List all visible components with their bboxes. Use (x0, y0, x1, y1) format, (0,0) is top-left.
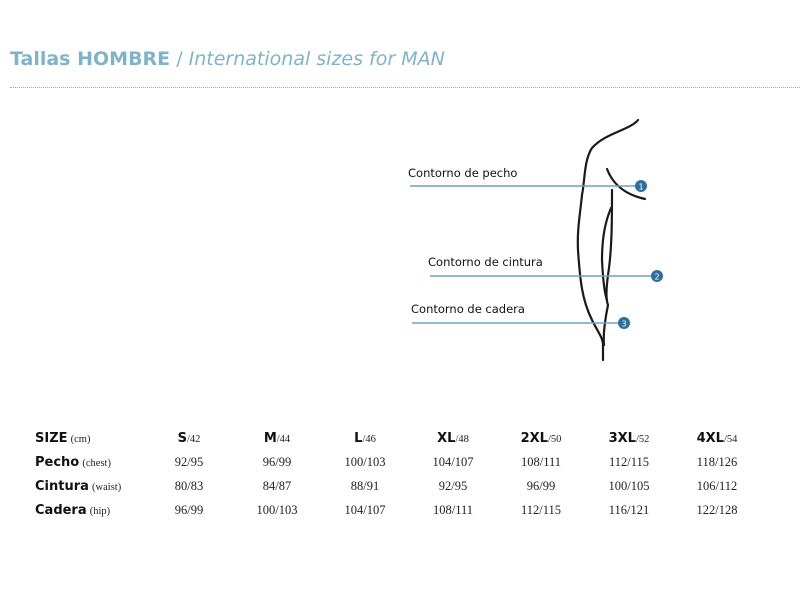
row-label: Cadera (hip) (35, 498, 145, 522)
body-outline (576, 118, 647, 362)
row-label-text: Cintura (35, 478, 89, 494)
size-name: 2XL (520, 430, 548, 446)
table-cell: 116/121 (608, 502, 650, 517)
size-xl: XL/48 (409, 426, 497, 450)
size-l: L/46 (321, 426, 409, 450)
size-eu: /42 (186, 433, 201, 445)
row-label: Cintura (waist) (35, 474, 145, 498)
size-unit: (cm) (70, 433, 91, 445)
size-name: 4XL (696, 430, 724, 446)
size-s: S/42 (145, 426, 233, 450)
marker-2-number: 2 (654, 273, 659, 282)
table-row: Cintura (waist) 80/83 84/87 88/91 92/95 96/99… (35, 474, 761, 498)
dotted-divider (10, 87, 800, 88)
marker-2 (651, 270, 663, 282)
row-label-text: Pecho (35, 454, 80, 470)
size-table: SIZE (cm) S/42 M/44 L/46 XL/48 2XL/50 3X… (35, 426, 761, 522)
size-m: M/44 (233, 426, 321, 450)
title-spanish: Tallas HOMBRE (10, 48, 171, 70)
marker-3-number: 3 (621, 320, 626, 329)
size-3xl: 3XL/52 (585, 426, 673, 450)
size-eu: /52 (635, 433, 650, 445)
marker-1-number: 1 (638, 183, 643, 192)
table-cell: 106/112 (696, 478, 738, 493)
size-2xl: 2XL/50 (497, 426, 585, 450)
size-eu: /44 (276, 433, 291, 445)
table-cell: 100/105 (608, 478, 650, 493)
marker-3 (618, 317, 630, 329)
table-cell: 108/111 (432, 502, 474, 517)
page-title: Tallas HOMBRE / International sizes for … (10, 48, 445, 70)
size-eu: /54 (723, 433, 738, 445)
table-cell: 96/99 (174, 502, 204, 517)
row-label: Pecho (chest) (35, 450, 145, 474)
table-row: Cadera (hip) 96/99 100/103 104/107 108/111 11… (35, 498, 761, 522)
size-name: S (177, 430, 187, 446)
size-name: XL (437, 430, 456, 446)
size-name: M (263, 430, 277, 446)
size-eu: /46 (362, 433, 376, 445)
size-name: 3XL (608, 430, 636, 446)
row-label-sub: (hip) (89, 505, 111, 517)
table-cell: 112/115 (608, 454, 650, 469)
size-header: SIZE (cm) (35, 426, 145, 450)
label-waist: Contorno de cintura (428, 255, 543, 269)
size-label: SIZE (35, 430, 68, 446)
row-label-sub: (waist) (92, 481, 122, 493)
size-name: L (354, 430, 363, 446)
table-cell: 104/107 (344, 502, 386, 517)
size-header-row: SIZE (cm) S/42 M/44 L/46 XL/48 2XL/50 3X… (35, 426, 761, 450)
table-cell: 108/111 (520, 454, 562, 469)
marker-1 (635, 180, 647, 192)
table-cell: 122/128 (696, 502, 738, 517)
row-label-sub: (chest) (82, 457, 111, 469)
table-cell: 92/95 (438, 478, 468, 493)
table-cell: 118/126 (696, 454, 738, 469)
title-english: International sizes for MAN (188, 48, 445, 70)
table-row: Pecho (chest) 92/95 96/99 100/103 104/107 108… (35, 450, 761, 474)
size-eu: /50 (547, 433, 562, 445)
row-label-text: Cadera (35, 502, 87, 518)
table-cell: 100/103 (256, 502, 298, 517)
table-cell: 104/107 (432, 454, 474, 469)
label-chest: Contorno de pecho (408, 166, 518, 180)
size-eu: /48 (455, 433, 469, 445)
table-cell: 84/87 (262, 478, 292, 493)
title-separator: / (170, 48, 189, 70)
measurement-lines: 1 2 3 (410, 180, 663, 329)
table-cell: 96/99 (262, 454, 292, 469)
table-cell: 96/99 (526, 478, 556, 493)
label-hip: Contorno de cadera (411, 302, 525, 316)
table-cell: 112/115 (520, 502, 562, 517)
size-4xl: 4XL/54 (673, 426, 761, 450)
table-cell: 88/91 (350, 478, 380, 493)
table-cell: 100/103 (344, 454, 386, 469)
table-cell: 80/83 (174, 478, 204, 493)
table-cell: 92/95 (174, 454, 204, 469)
